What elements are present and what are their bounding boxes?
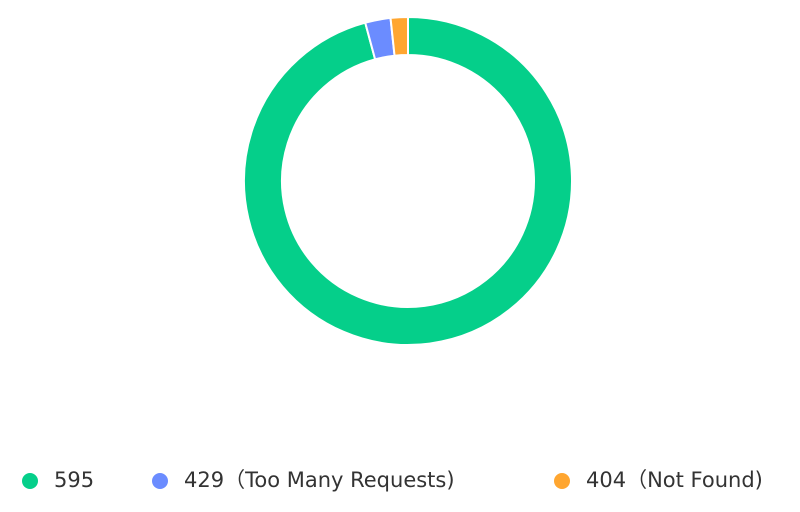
donut-segment xyxy=(243,15,573,346)
legend-label: 404（Not Found) xyxy=(586,468,763,492)
donut-segment xyxy=(389,15,409,57)
legend-label: 429（Too Many Requests) xyxy=(184,468,455,492)
legend-label: 595 xyxy=(54,468,94,492)
legend-marker xyxy=(554,473,570,489)
legend-marker xyxy=(152,473,168,489)
legend-marker xyxy=(22,473,38,489)
